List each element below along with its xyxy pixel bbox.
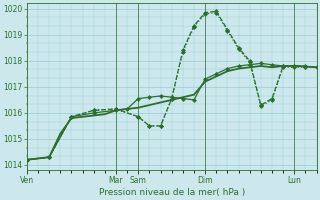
X-axis label: Pression niveau de la mer( hPa ): Pression niveau de la mer( hPa ) xyxy=(99,188,245,197)
